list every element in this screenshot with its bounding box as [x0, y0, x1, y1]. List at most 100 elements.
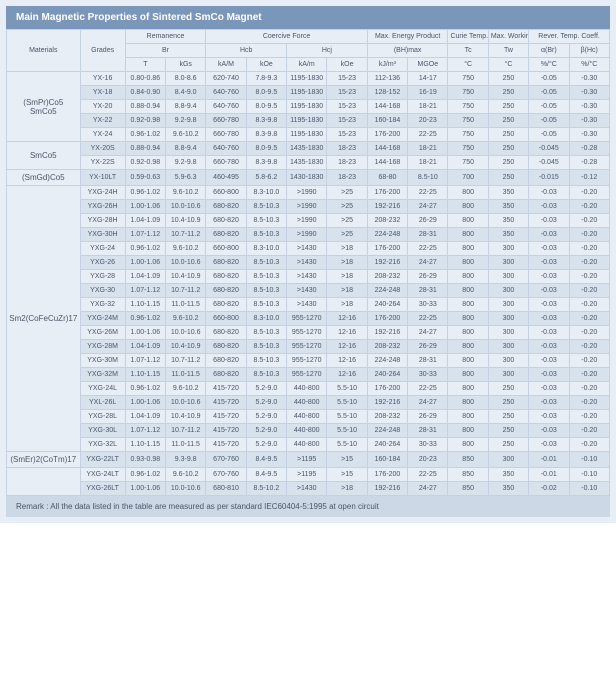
data-cell: 300	[488, 312, 528, 326]
data-cell: 192-216	[367, 256, 407, 270]
data-cell: 660-780	[206, 128, 246, 142]
data-cell: 300	[488, 354, 528, 368]
data-cell: 800	[448, 298, 488, 312]
data-cell: 176-200	[367, 128, 407, 142]
grade-cell: YXG-28M	[80, 340, 125, 354]
data-cell: 208-232	[367, 270, 407, 284]
data-cell: 750	[448, 86, 488, 100]
data-cell: >25	[327, 214, 367, 228]
data-cell: >1990	[287, 214, 327, 228]
data-cell: 415-720	[206, 424, 246, 438]
data-cell: 800	[448, 396, 488, 410]
data-cell: 0.96-1.02	[125, 468, 165, 482]
data-cell: 0.96-1.02	[125, 128, 165, 142]
data-cell: 24-27	[408, 482, 448, 496]
data-cell: 8.5-10.3	[246, 354, 286, 368]
data-cell: -0.20	[569, 242, 610, 256]
properties-table: Materials Grades Remanence Coercive Forc…	[6, 29, 610, 496]
data-cell: -0.20	[569, 298, 610, 312]
data-cell: 15-23	[327, 100, 367, 114]
data-cell: 850	[448, 452, 488, 468]
data-cell: 22-25	[408, 468, 448, 482]
u-kam2: kA/m	[287, 58, 327, 72]
data-cell: 16-19	[408, 86, 448, 100]
data-cell: 800	[448, 270, 488, 284]
h-bhmax: (BH)max	[367, 44, 448, 58]
data-cell: -0.05	[529, 72, 569, 86]
grade-cell: YXG-30L	[80, 424, 125, 438]
data-cell: 250	[488, 128, 528, 142]
data-cell: 300	[488, 242, 528, 256]
data-cell: 750	[448, 156, 488, 170]
data-cell: 208-232	[367, 214, 407, 228]
data-cell: 10.7-11.2	[166, 354, 206, 368]
data-cell: 11.0-11.5	[166, 368, 206, 382]
data-cell: 8.5-10.2	[246, 482, 286, 496]
data-cell: 20-23	[408, 452, 448, 468]
data-cell: 24-27	[408, 326, 448, 340]
data-cell: 415-720	[206, 410, 246, 424]
data-cell: >18	[327, 256, 367, 270]
data-cell: >1990	[287, 186, 327, 200]
data-cell: 800	[448, 284, 488, 298]
grade-cell: YXG-26H	[80, 200, 125, 214]
grade-cell: YXG-32M	[80, 368, 125, 382]
grade-cell: YXG-26	[80, 256, 125, 270]
data-cell: >1430	[287, 298, 327, 312]
data-cell: 660-800	[206, 186, 246, 200]
data-cell: 192-216	[367, 482, 407, 496]
data-cell: 9.6-10.2	[166, 186, 206, 200]
data-cell: -0.03	[529, 284, 569, 298]
data-cell: 10.0-10.6	[166, 396, 206, 410]
data-cell: 15-23	[327, 72, 367, 86]
grade-cell: YXG-24	[80, 242, 125, 256]
data-cell: 1.04-1.09	[125, 410, 165, 424]
data-cell: -0.03	[529, 424, 569, 438]
data-cell: -0.20	[569, 438, 610, 452]
data-cell: 680-820	[206, 256, 246, 270]
data-cell: 192-216	[367, 326, 407, 340]
data-cell: 11.0-11.5	[166, 298, 206, 312]
data-cell: 10.0-10.6	[166, 326, 206, 340]
data-cell: 5.2-9.0	[246, 396, 286, 410]
data-cell: 460-495	[206, 170, 246, 186]
data-cell: 192-216	[367, 396, 407, 410]
data-cell: -0.05	[529, 86, 569, 100]
data-cell: 176-200	[367, 382, 407, 396]
data-cell: 0.96-1.02	[125, 186, 165, 200]
data-cell: 28-31	[408, 284, 448, 298]
data-cell: 955-1270	[287, 368, 327, 382]
data-cell: >1430	[287, 482, 327, 496]
data-cell: -0.12	[569, 170, 610, 186]
data-cell: 24-27	[408, 396, 448, 410]
data-cell: 300	[488, 340, 528, 354]
u-pc1: %/°C	[529, 58, 569, 72]
data-cell: 18-21	[408, 142, 448, 156]
data-cell: -0.03	[529, 186, 569, 200]
data-cell: -0.03	[529, 200, 569, 214]
data-cell: 12-16	[327, 368, 367, 382]
data-cell: 1.10-1.15	[125, 298, 165, 312]
data-cell: >1195	[287, 452, 327, 468]
data-cell: 1.04-1.09	[125, 340, 165, 354]
data-cell: -0.03	[529, 340, 569, 354]
data-cell: 8.5-10	[408, 170, 448, 186]
data-cell: 250	[488, 382, 528, 396]
data-cell: -0.03	[529, 368, 569, 382]
data-cell: -0.03	[529, 312, 569, 326]
data-cell: -0.10	[569, 468, 610, 482]
data-cell: 640-760	[206, 86, 246, 100]
h-br: Br	[125, 44, 206, 58]
data-cell: 800	[448, 186, 488, 200]
data-cell: 5.5-10	[327, 382, 367, 396]
h-hcj: Hcj	[287, 44, 368, 58]
data-cell: -0.03	[529, 382, 569, 396]
data-cell: -0.30	[569, 114, 610, 128]
data-cell: 22-25	[408, 382, 448, 396]
data-cell: >1430	[287, 284, 327, 298]
data-cell: 955-1270	[287, 340, 327, 354]
data-cell: 8.5-10.3	[246, 200, 286, 214]
data-cell: 1.10-1.15	[125, 438, 165, 452]
data-cell: -0.20	[569, 326, 610, 340]
data-cell: 24-27	[408, 256, 448, 270]
